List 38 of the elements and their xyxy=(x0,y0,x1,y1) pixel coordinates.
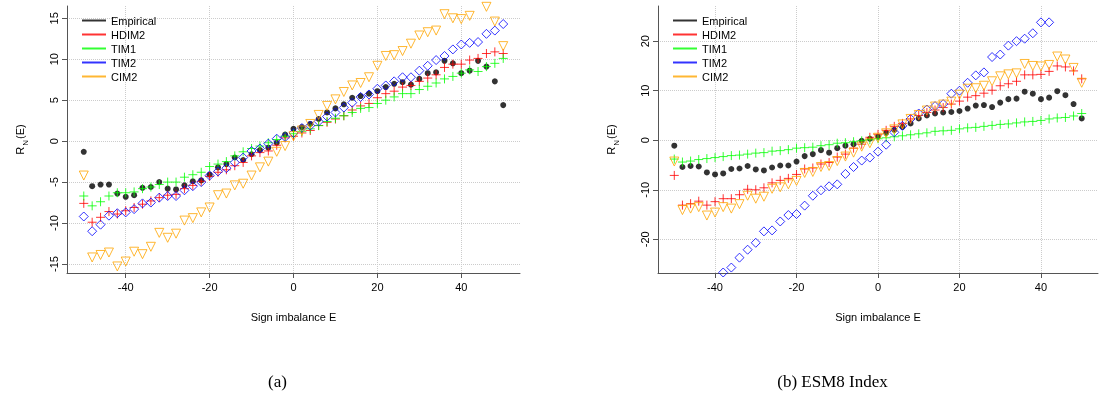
x-axis-title: Sign imbalance E xyxy=(250,310,337,323)
y-tick-label: 5 xyxy=(47,97,60,104)
y-tick-label: -20 xyxy=(638,231,651,248)
x-tick-label: 40 xyxy=(455,280,468,293)
legend-label: TIM1 xyxy=(111,42,137,55)
x-tick-label: 40 xyxy=(1034,280,1048,293)
y-tick-label: 10 xyxy=(638,84,651,97)
y-tick-label: -5 xyxy=(47,177,60,187)
text: (b) ESM8 Index xyxy=(777,372,889,391)
y-tick-label: 20 xyxy=(638,35,651,48)
legend-label: TIM1 xyxy=(702,42,728,55)
y-tick-label: -10 xyxy=(638,181,651,198)
legend-label: TIM2 xyxy=(702,56,728,69)
legend-label: Empirical xyxy=(111,14,157,27)
y-tick-label: 10 xyxy=(47,53,60,66)
legend-label: Empirical xyxy=(702,14,748,27)
y-tick-label: 0 xyxy=(638,137,651,144)
y-tick-label: -10 xyxy=(47,215,60,231)
x-tick-label: 20 xyxy=(371,280,384,293)
x-tick-label: 20 xyxy=(953,280,966,293)
x-tick-label: -40 xyxy=(707,280,723,293)
x-tick-label: -20 xyxy=(201,280,218,293)
x-tick-label: -20 xyxy=(788,280,805,293)
legend-label: TIM2 xyxy=(111,56,137,69)
y-axis-title: RN(E) xyxy=(605,124,621,155)
legend-label: HDIM2 xyxy=(702,28,737,41)
y-tick-label: 0 xyxy=(47,138,60,145)
text: (a) xyxy=(268,372,287,391)
x-tick-label: -40 xyxy=(117,280,134,293)
y-tick-label: -15 xyxy=(47,256,60,272)
x-tick-label: 0 xyxy=(874,280,882,293)
y-tick-label: 15 xyxy=(47,12,60,25)
x-axis-title: Sign imbalance E xyxy=(835,310,921,323)
legend-label: HDIM2 xyxy=(111,28,146,41)
legend-label: CIM2 xyxy=(111,70,138,83)
y-axis-title: RN(E) xyxy=(14,124,30,155)
x-tick-label: 0 xyxy=(290,280,297,293)
legend-label: CIM2 xyxy=(702,70,729,83)
